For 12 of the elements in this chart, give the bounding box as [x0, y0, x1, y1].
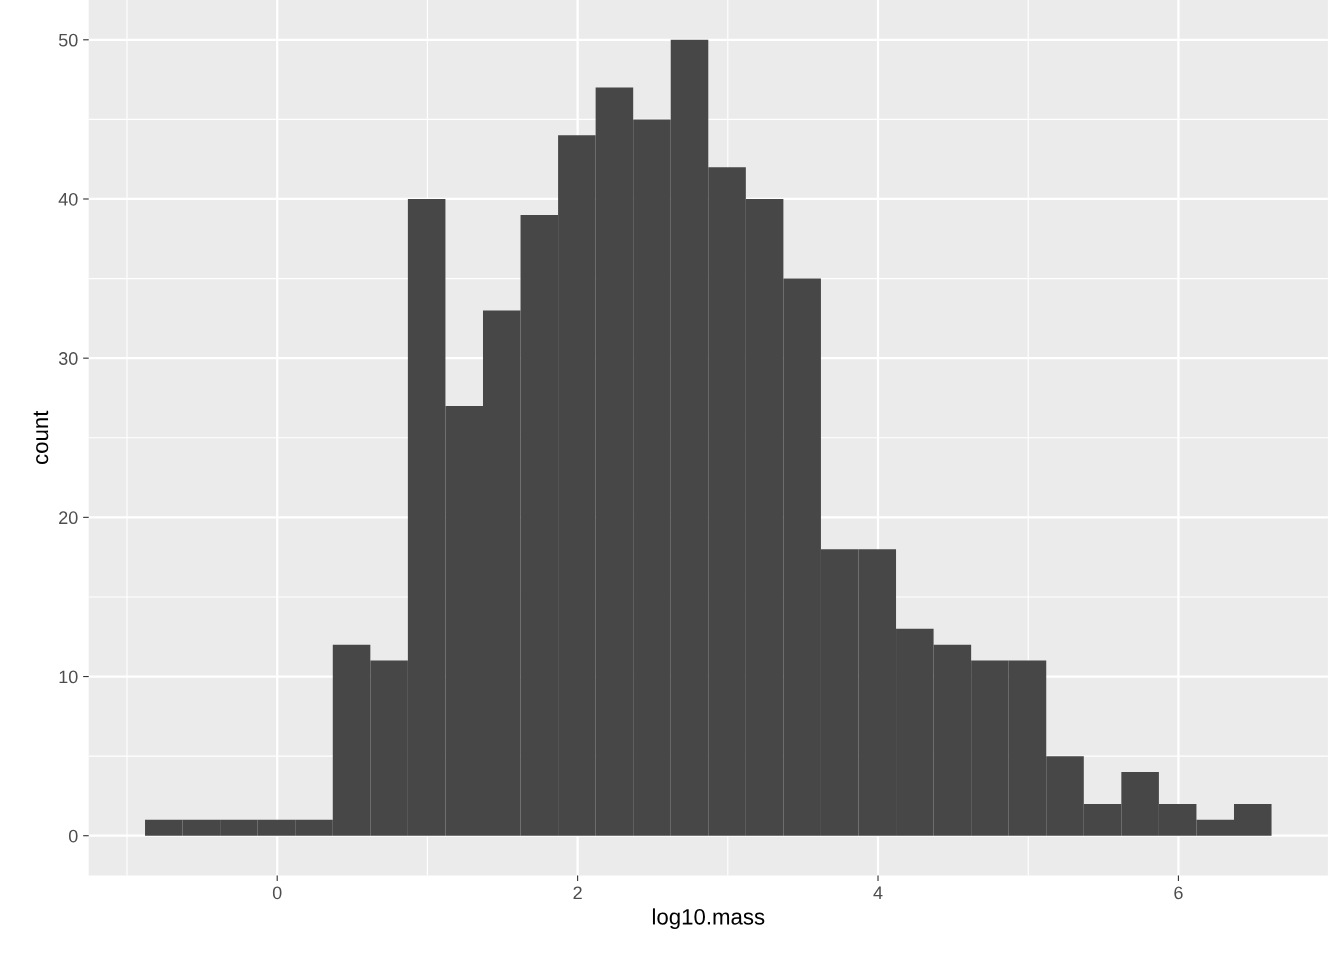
x-tick-label: 0 [272, 886, 282, 900]
x-tick-label: 2 [573, 886, 582, 900]
x-axis-title: log10.mass [652, 908, 765, 930]
y-tick-label: 10 [59, 670, 78, 684]
y-tick-label: 40 [58, 192, 78, 206]
y-tick-label: 0 [68, 829, 78, 843]
y-tick-label: 50 [58, 33, 78, 47]
x-tick-label: 4 [873, 886, 883, 900]
x-tick-label: 6 [1174, 886, 1183, 900]
y-tick-label: 20 [59, 511, 78, 525]
y-axis-title: count [33, 410, 49, 464]
y-tick-label: 30 [58, 352, 78, 365]
